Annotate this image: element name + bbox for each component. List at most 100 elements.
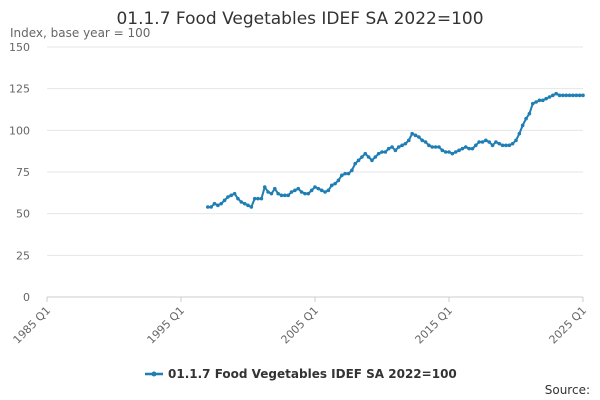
- data-point[interactable]: [229, 193, 234, 198]
- data-point[interactable]: [299, 190, 304, 194]
- data-point[interactable]: [463, 145, 468, 149]
- data-point[interactable]: [524, 116, 528, 121]
- data-point[interactable]: [537, 98, 542, 103]
- data-point[interactable]: [407, 138, 411, 143]
- data-point[interactable]: [453, 150, 458, 154]
- data-point[interactable]: [239, 200, 244, 204]
- data-point[interactable]: [581, 93, 585, 98]
- data-point[interactable]: [380, 150, 384, 154]
- data-point[interactable]: [316, 186, 321, 191]
- data-point[interactable]: [440, 148, 445, 153]
- data-point[interactable]: [293, 188, 297, 193]
- data-point[interactable]: [413, 133, 418, 138]
- data-point[interactable]: [340, 173, 344, 178]
- data-point[interactable]: [400, 143, 404, 148]
- data-point[interactable]: [427, 143, 431, 148]
- data-point[interactable]: [497, 141, 502, 146]
- data-point[interactable]: [574, 93, 579, 98]
- data-point[interactable]: [376, 151, 381, 156]
- data-point[interactable]: [350, 168, 354, 173]
- data-point[interactable]: [313, 185, 317, 189]
- data-point[interactable]: [366, 155, 371, 159]
- data-point[interactable]: [437, 145, 441, 149]
- data-point[interactable]: [326, 188, 331, 193]
- data-point[interactable]: [470, 146, 475, 151]
- data-point[interactable]: [457, 148, 461, 153]
- data-point[interactable]: [520, 123, 525, 128]
- data-point[interactable]: [283, 193, 287, 198]
- data-point[interactable]: [567, 93, 572, 98]
- data-point[interactable]: [236, 196, 240, 201]
- data-point[interactable]: [360, 155, 364, 159]
- data-point[interactable]: [346, 171, 351, 176]
- data-point[interactable]: [477, 140, 481, 144]
- data-point[interactable]: [561, 93, 565, 98]
- data-point[interactable]: [249, 205, 254, 209]
- legend[interactable]: 01.1.7 Food Vegetables IDEF SA 2022=100: [145, 367, 457, 381]
- data-point[interactable]: [259, 196, 264, 201]
- data-point[interactable]: [289, 190, 294, 194]
- data-point[interactable]: [547, 95, 552, 99]
- data-point[interactable]: [410, 131, 414, 136]
- data-point[interactable]: [577, 93, 582, 98]
- data-point[interactable]: [420, 138, 425, 143]
- data-point[interactable]: [474, 143, 478, 148]
- data-point[interactable]: [417, 135, 421, 139]
- data-point[interactable]: [276, 191, 280, 196]
- data-point[interactable]: [507, 143, 512, 148]
- data-point[interactable]: [450, 151, 455, 156]
- data-point[interactable]: [517, 131, 522, 136]
- data-point[interactable]: [363, 151, 368, 156]
- data-point[interactable]: [216, 203, 220, 208]
- data-point[interactable]: [252, 196, 257, 201]
- data-point[interactable]: [242, 201, 247, 206]
- data-point[interactable]: [480, 140, 485, 144]
- data-point[interactable]: [206, 205, 210, 209]
- data-point[interactable]: [232, 191, 237, 196]
- data-point[interactable]: [329, 183, 334, 188]
- data-point[interactable]: [396, 145, 401, 149]
- data-point[interactable]: [393, 148, 398, 153]
- data-point[interactable]: [494, 140, 498, 144]
- data-point[interactable]: [353, 161, 358, 166]
- data-point[interactable]: [279, 193, 284, 198]
- data-point[interactable]: [266, 190, 270, 194]
- data-point[interactable]: [273, 186, 277, 191]
- data-point[interactable]: [226, 195, 230, 199]
- data-point[interactable]: [544, 96, 548, 101]
- data-point[interactable]: [557, 93, 562, 98]
- data-point[interactable]: [309, 188, 314, 193]
- data-point[interactable]: [423, 140, 428, 144]
- data-point[interactable]: [514, 138, 518, 143]
- data-point[interactable]: [269, 191, 274, 196]
- data-point[interactable]: [383, 150, 388, 154]
- data-point[interactable]: [246, 203, 250, 208]
- data-point[interactable]: [356, 158, 361, 163]
- data-point[interactable]: [504, 143, 508, 148]
- data-point[interactable]: [386, 146, 391, 151]
- data-point[interactable]: [447, 150, 451, 154]
- data-point[interactable]: [209, 205, 213, 209]
- data-point[interactable]: [319, 188, 324, 193]
- data-point[interactable]: [490, 143, 495, 148]
- data-point[interactable]: [323, 190, 327, 194]
- data-point[interactable]: [500, 143, 505, 148]
- data-point[interactable]: [333, 181, 337, 186]
- data-point[interactable]: [467, 146, 471, 151]
- data-point[interactable]: [336, 178, 341, 183]
- data-point[interactable]: [430, 145, 435, 149]
- data-point[interactable]: [222, 198, 227, 203]
- data-point[interactable]: [219, 201, 223, 206]
- data-point[interactable]: [443, 150, 448, 154]
- data-point[interactable]: [373, 155, 378, 159]
- data-point[interactable]: [256, 196, 260, 201]
- data-point[interactable]: [390, 145, 394, 149]
- data-point[interactable]: [564, 93, 569, 98]
- data-point[interactable]: [296, 186, 301, 191]
- data-point[interactable]: [554, 91, 558, 96]
- data-point[interactable]: [534, 100, 538, 104]
- data-point[interactable]: [460, 146, 465, 151]
- data-point[interactable]: [433, 145, 438, 149]
- data-point[interactable]: [212, 201, 217, 206]
- data-point[interactable]: [262, 185, 267, 189]
